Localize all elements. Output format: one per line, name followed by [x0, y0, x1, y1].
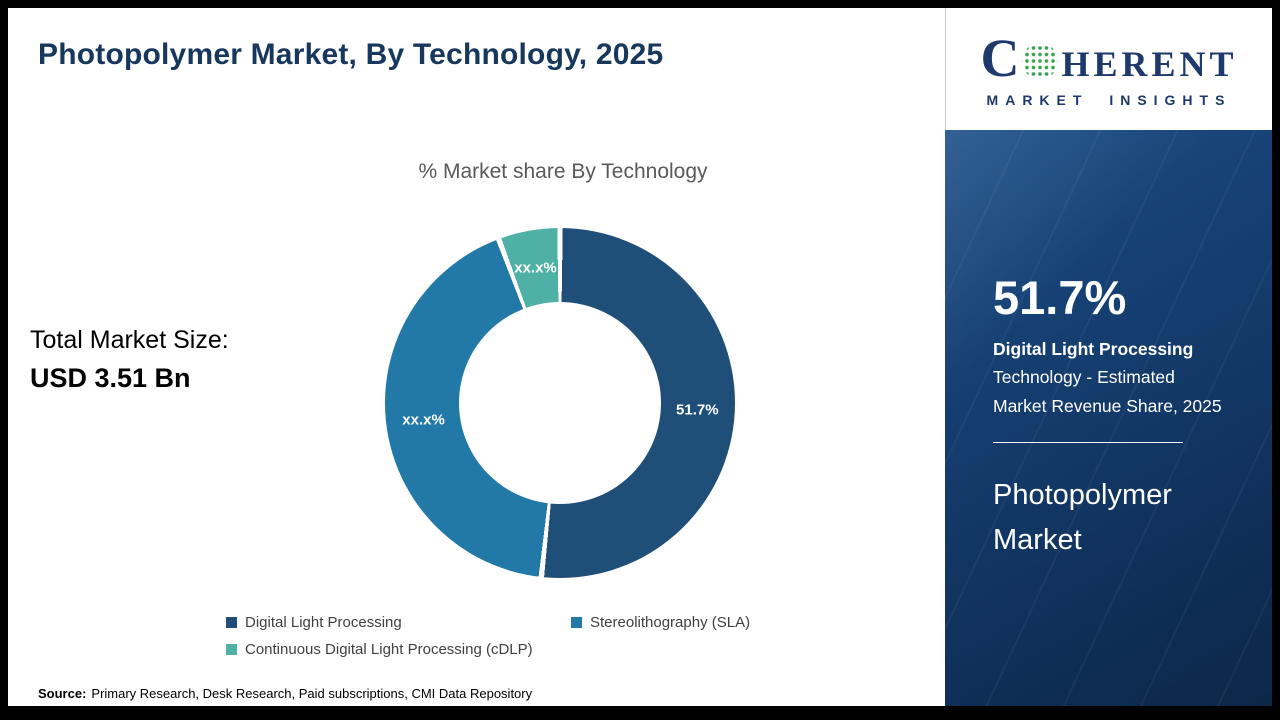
logo-area: C HERENT MARKET INSIGHTS — [945, 8, 1272, 130]
stat-description-rest: Technology - Estimated Market Revenue Sh… — [993, 367, 1222, 416]
chart-subtitle: % Market share By Technology — [418, 160, 708, 183]
brand-sidebar: C HERENT MARKET INSIGHTS 51.7% Digital L… — [945, 8, 1272, 706]
donut-hole — [459, 302, 661, 504]
sidebar-body: 51.7% Digital Light Processing Technolog… — [945, 130, 1272, 706]
source-bar: Source: Primary Research, Desk Research,… — [8, 680, 945, 706]
page-title: Photopolymer Market, By Technology, 2025 — [38, 38, 664, 71]
highlight-stat-description: Digital Light Processing Technology - Es… — [993, 335, 1233, 420]
logo-tagline: MARKET INSIGHTS — [986, 91, 1232, 108]
source-text: Primary Research, Desk Research, Paid su… — [91, 685, 533, 701]
stat-description-bold: Digital Light Processing — [993, 339, 1194, 359]
slice-label: 51.7% — [676, 401, 719, 419]
total-market-size-label: Total Market Size: — [30, 326, 229, 354]
legend-item: Stereolithography (SLA) — [571, 614, 750, 631]
legend-swatch-icon — [571, 617, 582, 628]
legend-label: Continuous Digital Light Processing (cDL… — [245, 641, 533, 658]
legend-swatch-icon — [226, 644, 237, 655]
main-chart-panel: Photopolymer Market, By Technology, 2025… — [8, 8, 945, 706]
total-market-size-block: Total Market Size: USD 3.51 Bn — [30, 326, 229, 394]
legend-item: Digital Light Processing — [226, 614, 571, 631]
dotted-globe-o-icon — [1022, 42, 1059, 79]
slice-label: xx.x% — [402, 411, 445, 429]
total-market-size-value: USD 3.51 Bn — [30, 363, 191, 393]
chart-legend: Digital Light Processing Stereolithograph… — [226, 614, 750, 658]
legend-swatch-icon — [226, 617, 237, 628]
legend-item: Continuous Digital Light Processing (cDL… — [226, 641, 571, 658]
logo-letters-rest: HERENT — [1061, 43, 1238, 84]
sidebar-divider — [993, 442, 1183, 444]
highlight-stat-value: 51.7% — [993, 271, 1127, 324]
coherent-logo: C HERENT — [980, 31, 1237, 85]
donut-chart: 51.7% xx.x% xx.x% — [385, 228, 735, 578]
slice-label: xx.x% — [514, 259, 557, 277]
legend-label: Stereolithography (SLA) — [590, 614, 751, 631]
legend-label: Digital Light Processing — [245, 614, 402, 631]
source-label: Source: — [38, 685, 87, 701]
report-market-name: Photopolymer Market — [993, 479, 1172, 556]
logo-letter-c: C — [980, 27, 1020, 88]
